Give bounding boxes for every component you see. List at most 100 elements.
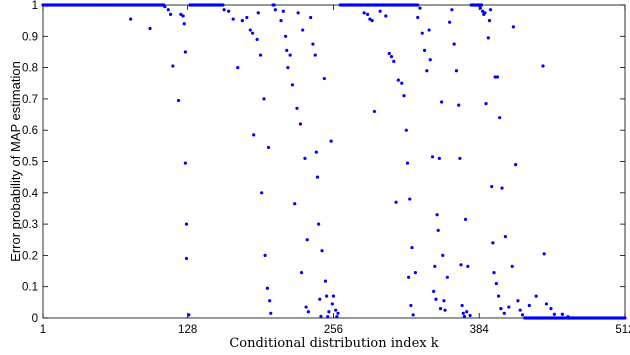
data-point [250,31,255,35]
data-point [296,11,300,15]
data-point [222,8,226,12]
data-point [168,12,173,16]
data-point [298,122,303,126]
data-point [420,31,424,35]
data-point [461,311,465,315]
x-axis-title: Conditional distribution index k [229,336,438,351]
data-point [479,3,484,7]
data-point [372,109,377,114]
data-point [322,76,326,81]
y-tick-label: 0.4 [22,188,39,200]
data-point [496,294,501,298]
data-point [425,69,429,73]
data-point [263,253,267,257]
data-point [542,252,546,256]
data-point [252,133,256,137]
data-point [442,299,446,303]
data-point [450,8,454,12]
data-point [221,3,225,7]
data-point [491,241,495,245]
data-point [430,155,435,159]
data-point [498,116,502,120]
data-point [490,184,494,189]
data-point [452,42,456,46]
data-point [487,19,492,23]
data-point [499,307,503,311]
y-tick-label: 0.2 [22,250,38,262]
data-point [463,217,468,222]
data-point [309,15,313,20]
data-point [437,156,441,160]
data-point [148,26,152,31]
data-point [438,307,443,311]
data-point [433,264,437,268]
x-tick-label: 128 [178,324,197,336]
data-point [281,9,285,13]
data-point [493,75,497,79]
data-point [410,245,414,250]
data-point [459,263,463,267]
data-point [396,78,400,82]
data-point [262,97,266,101]
data-point [409,303,413,308]
data-point [378,9,382,13]
data-point [465,310,469,314]
data-point [318,297,322,301]
data-point [377,3,381,7]
data-point [306,310,310,314]
data-point [290,83,295,87]
data-point [269,311,273,315]
data-point [514,163,518,167]
y-tick-label: 0.8 [22,63,38,75]
data-point [368,17,372,21]
data-point [489,8,493,12]
data-point [236,66,240,70]
data-point [311,42,315,46]
plot-area [42,4,626,319]
data-point [520,313,525,317]
data-point [295,106,299,110]
data-point [240,19,244,23]
data-point [411,313,415,317]
data-point [183,50,187,54]
data-point [416,3,420,7]
data-point [248,28,252,32]
data-point [392,59,396,63]
data-point [560,312,564,316]
data-point [434,297,438,301]
data-point [166,8,170,12]
data-point [231,17,235,21]
y-tick-label: 0.6 [22,125,38,137]
data-point [334,308,338,312]
data-point [527,303,531,308]
data-point [466,264,470,268]
data-point [405,161,410,165]
data-point [486,36,490,40]
data-point [495,75,500,79]
data-point [184,256,189,261]
data-point [163,4,167,9]
data-point [623,316,627,320]
data-point [516,299,520,303]
data-point [552,312,556,316]
data-point [313,53,317,57]
data-point [324,294,329,298]
data-point [317,222,321,226]
x-tick-label: 1 [40,324,46,336]
data-point [416,15,420,20]
data-point [492,271,496,275]
x-tick-label: 256 [324,324,343,336]
data-point [457,103,461,107]
data-point [329,139,333,143]
data-point [387,51,391,56]
data-point [266,145,271,150]
x-tick-label: 512 [615,324,630,336]
tick-labels: 1 128 256 384 512 0 0.1 0.2 0.3 0.4 0.5 0.6 0.7 0.8 0.… [22,0,630,336]
data-point [303,156,307,160]
data-point [305,238,309,242]
data-point [481,9,485,13]
data-point [511,25,515,29]
data-point [260,191,264,195]
data-point [258,53,263,57]
data-point [256,11,260,15]
